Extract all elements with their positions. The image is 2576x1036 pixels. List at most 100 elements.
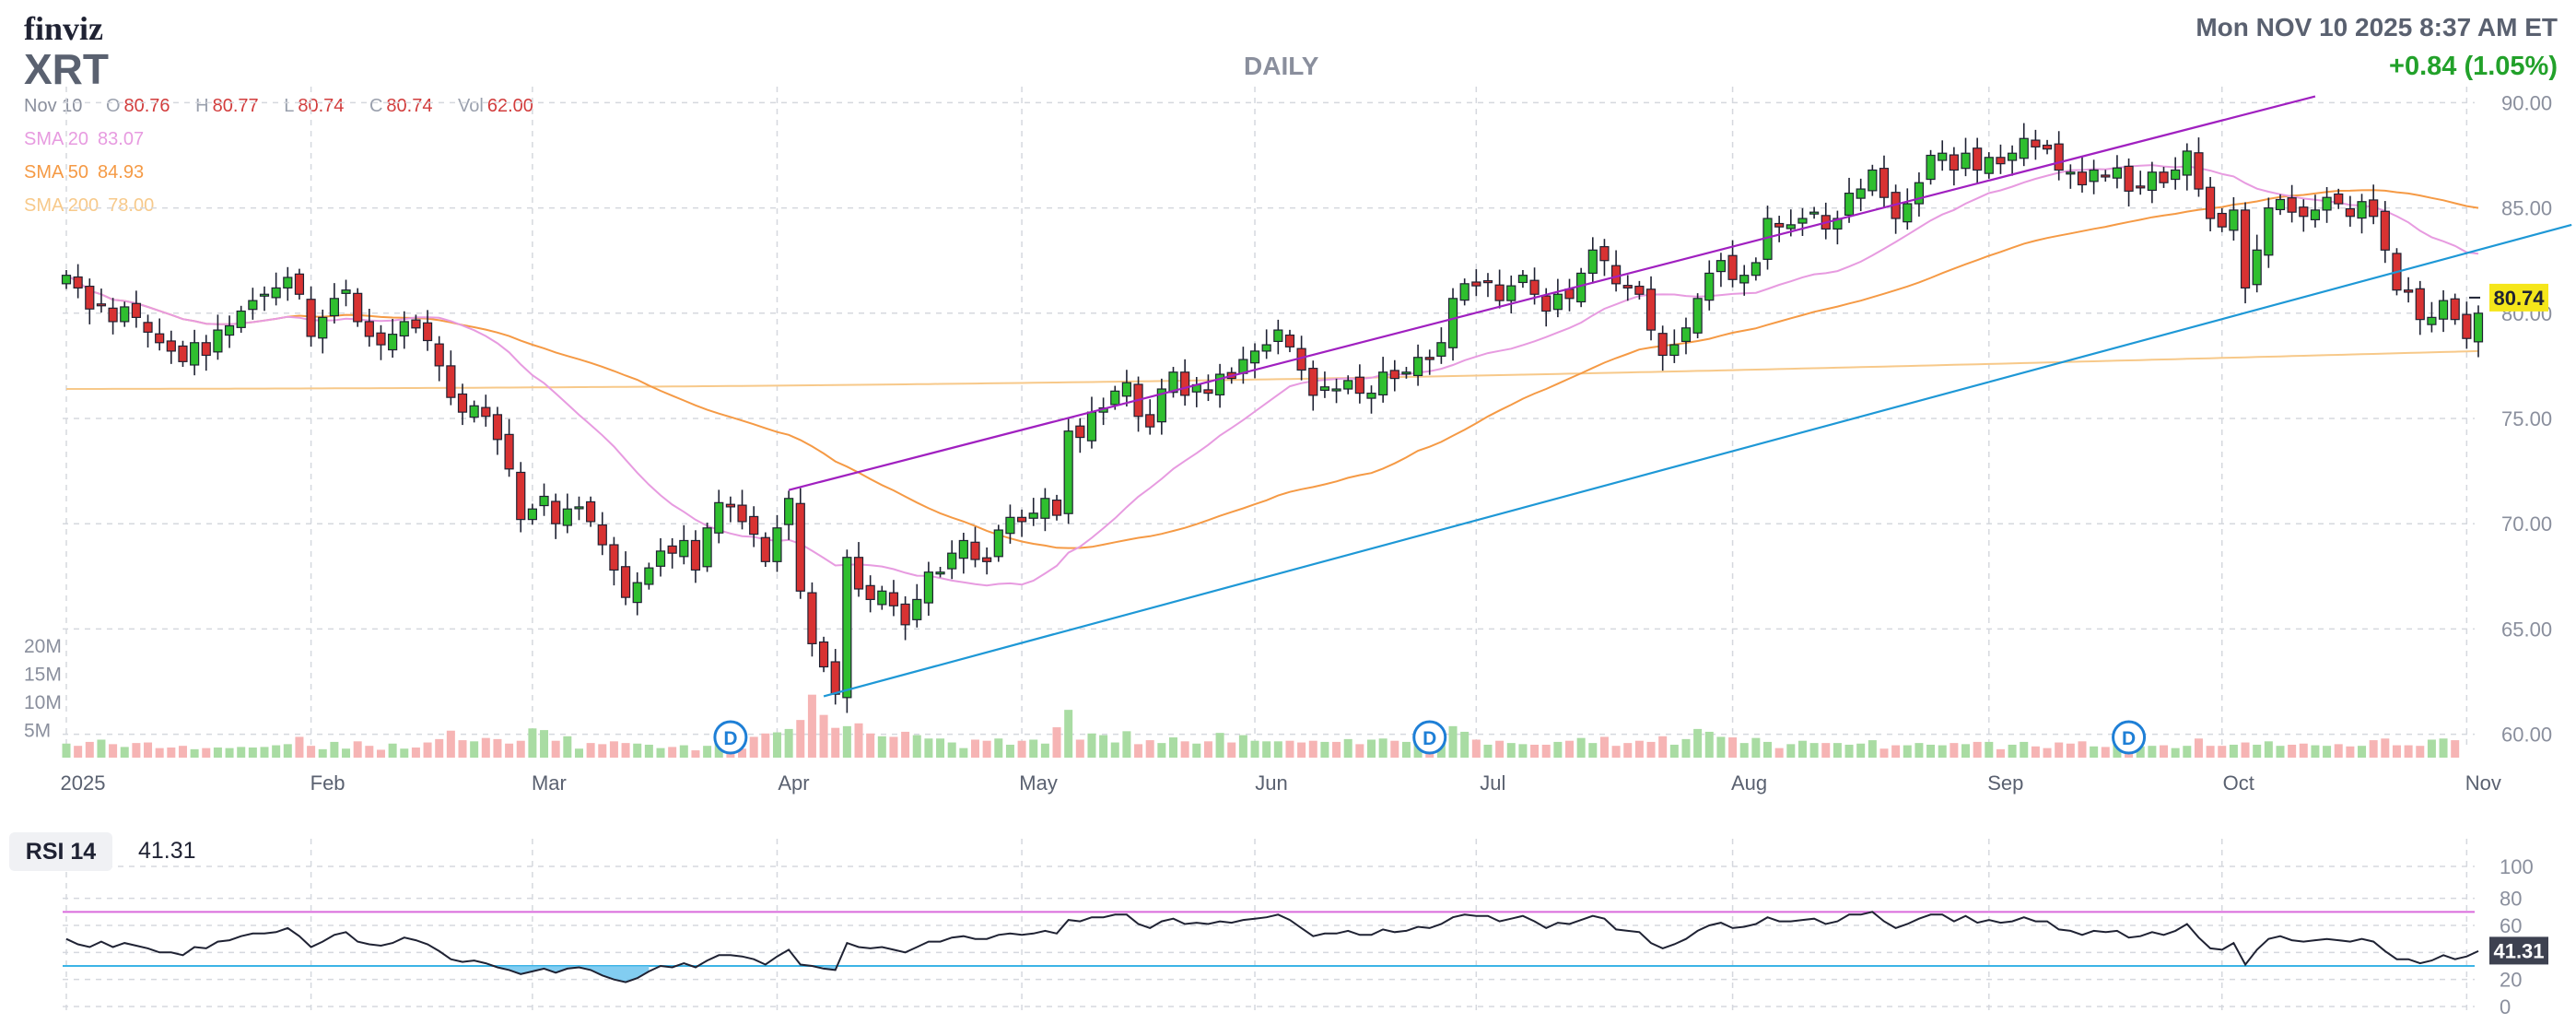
candle-body xyxy=(1844,193,1855,216)
volume-bar xyxy=(2288,744,2297,758)
volume-bar xyxy=(2451,740,2460,758)
candle-body xyxy=(516,471,526,521)
volume-bar xyxy=(1075,739,1084,758)
candle-body xyxy=(1587,249,1598,275)
volume-bar xyxy=(1961,744,1971,758)
candle-body xyxy=(1389,370,1399,380)
candle-body xyxy=(1739,275,1750,284)
candle-body xyxy=(1156,388,1166,423)
channel-lower-trendline xyxy=(823,223,2572,698)
volume-bar xyxy=(1996,748,2005,758)
candle-body xyxy=(2217,212,2227,228)
volume-bar xyxy=(2253,744,2262,758)
rsi-line xyxy=(65,911,2479,983)
volume-axis-label: 5M xyxy=(24,721,51,742)
volume-bar xyxy=(1227,742,1236,758)
volume-bar xyxy=(1390,740,1399,758)
volume-bar xyxy=(1215,733,1224,758)
candle-body xyxy=(1914,182,1925,205)
candle-body xyxy=(947,552,957,570)
candle-body xyxy=(120,306,130,323)
candle-body xyxy=(1529,279,1540,295)
candle-body xyxy=(1063,430,1073,514)
date-axis-label: Oct xyxy=(2223,771,2254,795)
sma-200-legend[interactable]: SMA 200 78.00 xyxy=(24,195,154,217)
candle-body xyxy=(1075,425,1085,439)
candle-body xyxy=(1868,169,1878,192)
volume-bar xyxy=(2427,739,2436,758)
volume-bar xyxy=(400,748,409,758)
volume-bar xyxy=(167,748,176,758)
volume-bar xyxy=(237,747,246,758)
volume-bar xyxy=(1693,728,1703,758)
candle-body xyxy=(2357,201,2367,219)
candle-body xyxy=(2042,144,2053,150)
volume-bar xyxy=(1973,741,1982,758)
volume-bar xyxy=(505,743,514,758)
candle-body xyxy=(294,273,305,295)
volume-bar xyxy=(947,742,956,758)
volume-bar xyxy=(1914,743,1924,758)
candle-body xyxy=(1319,386,1330,391)
date-axis-label: Jun xyxy=(1255,771,1287,795)
date-axis-label: Mar xyxy=(532,771,567,795)
volume-bar xyxy=(1763,741,1773,758)
volume-bar xyxy=(365,746,374,758)
candle-body xyxy=(236,310,246,328)
volume-bar xyxy=(1134,744,1143,758)
volume-bar xyxy=(2381,738,2390,758)
volume-bar xyxy=(633,743,642,758)
candle-body xyxy=(1727,254,1738,280)
volume-bar xyxy=(901,731,910,758)
volume-bar xyxy=(1879,748,1889,758)
candle-body xyxy=(2369,199,2379,218)
dividend-icon xyxy=(713,720,748,755)
volume-bar xyxy=(2008,744,2017,758)
volume-bar xyxy=(2241,742,2250,758)
date-axis-label: Apr xyxy=(778,771,809,795)
candle-body xyxy=(760,536,770,562)
volume-bar xyxy=(854,723,863,758)
price-axis-label: 60.00 xyxy=(2501,724,2552,747)
rsi-indicator-label[interactable]: RSI 14 xyxy=(9,832,112,871)
candle-body xyxy=(1680,327,1692,343)
finviz-logo[interactable]: finviz xyxy=(24,10,103,47)
volume-bar xyxy=(1168,737,1177,758)
volume-axis-label: 20M xyxy=(24,636,62,657)
volume-bar xyxy=(132,743,141,758)
candle-body xyxy=(1214,373,1225,396)
candle-body xyxy=(1879,168,1890,198)
volume-bar xyxy=(2160,745,2169,758)
volume-bar xyxy=(1192,743,1201,758)
volume-bar xyxy=(493,738,502,758)
low-value: 80.74 xyxy=(298,96,345,116)
candle-body xyxy=(1599,246,1610,262)
volume-bar xyxy=(1378,738,1388,758)
volume-bar xyxy=(423,742,432,758)
sma-50-legend[interactable]: SMA 50 84.93 xyxy=(24,162,144,183)
candle-body xyxy=(1412,357,1423,377)
candle-body xyxy=(388,334,398,351)
candle-body xyxy=(1121,382,1132,397)
ohlc-readout: Nov 10 O 80.76 H 80.77 L 80.74 C 80.74 Vol 62… xyxy=(24,96,554,117)
volume-bar xyxy=(1297,742,1306,758)
candle-body xyxy=(1657,333,1668,357)
candle-body xyxy=(201,342,211,357)
volume-bar xyxy=(1087,733,1096,758)
sma-200-line xyxy=(66,349,2479,390)
candle-body xyxy=(2101,174,2111,178)
candle-body xyxy=(2147,171,2157,192)
volume-bar xyxy=(2078,741,2087,758)
sma-20-legend[interactable]: SMA 20 83.07 xyxy=(24,129,144,150)
sma-50-label: SMA 50 xyxy=(24,162,89,182)
price-axis-label: 90.00 xyxy=(2501,91,2552,114)
candle-body xyxy=(457,393,468,413)
date-axis-label: May xyxy=(1019,771,1058,795)
volume-bar xyxy=(831,727,840,758)
volume-bar xyxy=(1821,743,1831,758)
candle-body xyxy=(2415,288,2425,321)
candle-body xyxy=(690,539,701,571)
volume-bar xyxy=(1797,740,1807,758)
volume-bar xyxy=(1832,743,1842,758)
